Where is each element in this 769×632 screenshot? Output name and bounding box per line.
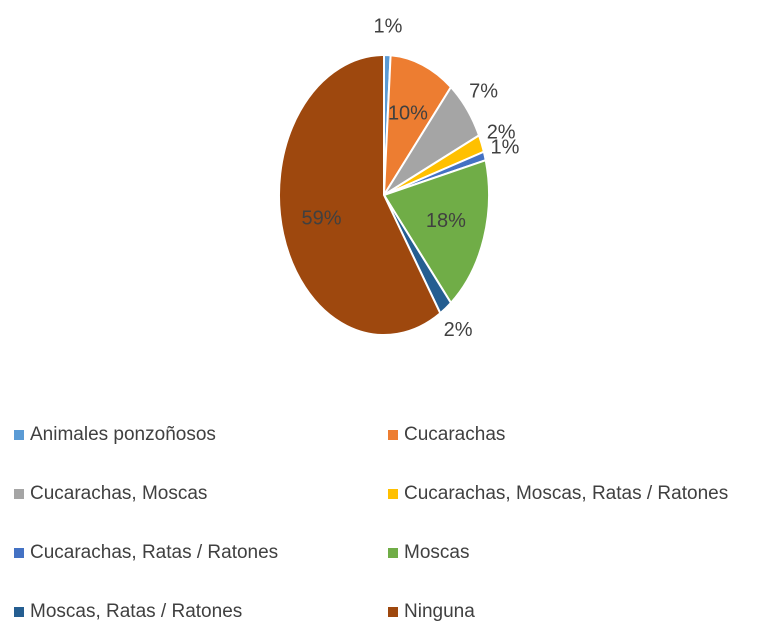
legend-swatch <box>14 489 24 499</box>
legend-label: Cucarachas <box>404 424 505 445</box>
data-label: 18% <box>426 210 466 232</box>
pie-slice <box>278 53 442 336</box>
legend-label: Ninguna <box>404 601 475 622</box>
legend-swatch <box>14 430 24 440</box>
legend-label: Cucarachas, Moscas <box>30 483 207 504</box>
legend-swatch <box>14 607 24 617</box>
data-label: 7% <box>469 80 498 102</box>
data-label: 1% <box>491 136 520 158</box>
data-label: 1% <box>374 15 403 37</box>
legend-label: Cucarachas, Moscas, Ratas / Ratones <box>404 483 728 504</box>
legend-swatch <box>388 548 398 558</box>
legend-swatch <box>388 430 398 440</box>
pie-slice <box>382 54 453 199</box>
data-label: 10% <box>388 103 428 125</box>
legend-swatch <box>388 489 398 499</box>
legend-label: Moscas <box>404 542 469 563</box>
legend-label: Moscas, Ratas / Ratones <box>30 601 242 622</box>
data-label: 2% <box>487 121 516 143</box>
data-label: 59% <box>301 207 341 229</box>
legend-swatch <box>388 607 398 617</box>
legend-label: Animales ponzoñosos <box>30 424 216 445</box>
legend-swatch <box>14 548 24 558</box>
data-label: 2% <box>444 319 473 341</box>
legend-label: Cucarachas, Ratas / Ratones <box>30 542 278 563</box>
pie-slice <box>382 158 490 305</box>
